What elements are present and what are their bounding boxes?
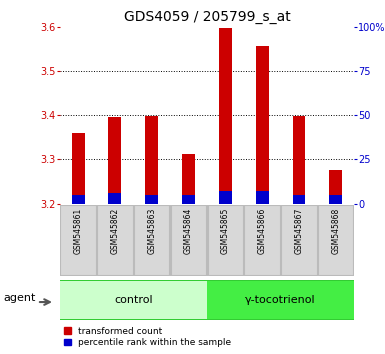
- Text: GSM545866: GSM545866: [258, 207, 267, 254]
- Text: GSM545862: GSM545862: [110, 207, 119, 254]
- Bar: [329, 170, 342, 204]
- Bar: [208, 205, 243, 275]
- Bar: [244, 205, 280, 275]
- Text: GSM545868: GSM545868: [331, 207, 340, 254]
- Bar: [72, 195, 85, 204]
- Bar: [256, 46, 269, 204]
- Text: GSM545861: GSM545861: [74, 207, 83, 254]
- Bar: [281, 205, 316, 275]
- Bar: [256, 191, 269, 204]
- Bar: [207, 281, 354, 319]
- Bar: [293, 116, 305, 204]
- Bar: [219, 28, 232, 204]
- Bar: [145, 195, 158, 204]
- Text: GSM545864: GSM545864: [184, 207, 193, 254]
- Text: GSM545867: GSM545867: [295, 207, 303, 254]
- Text: control: control: [114, 295, 152, 305]
- Bar: [109, 117, 121, 204]
- Bar: [72, 133, 85, 204]
- Text: agent: agent: [3, 293, 35, 303]
- Bar: [182, 154, 195, 204]
- Bar: [60, 205, 96, 275]
- Text: GSM545863: GSM545863: [147, 207, 156, 254]
- Title: GDS4059 / 205799_s_at: GDS4059 / 205799_s_at: [124, 10, 290, 24]
- Bar: [134, 205, 169, 275]
- Bar: [171, 205, 206, 275]
- Text: γ-tocotrienol: γ-tocotrienol: [245, 295, 316, 305]
- Bar: [145, 116, 158, 204]
- Bar: [97, 205, 132, 275]
- Bar: [60, 281, 207, 319]
- Bar: [318, 205, 353, 275]
- Bar: [329, 195, 342, 204]
- Bar: [182, 195, 195, 204]
- Bar: [109, 193, 121, 204]
- Bar: [219, 191, 232, 204]
- Legend: transformed count, percentile rank within the sample: transformed count, percentile rank withi…: [64, 327, 231, 347]
- Bar: [293, 195, 305, 204]
- Text: GSM545865: GSM545865: [221, 207, 230, 254]
